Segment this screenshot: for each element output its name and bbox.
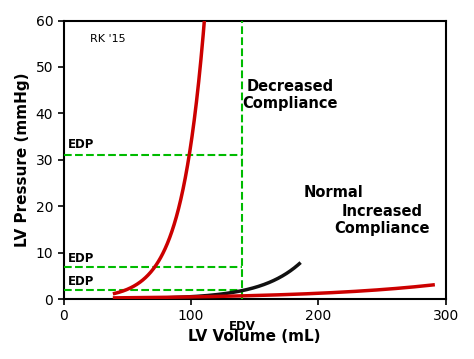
X-axis label: LV Volume (mL): LV Volume (mL) (189, 329, 321, 344)
Text: Decreased
Compliance: Decreased Compliance (243, 79, 338, 111)
Text: RK '15: RK '15 (91, 34, 126, 45)
Text: EDV: EDV (228, 320, 255, 333)
Text: EDP: EDP (67, 139, 94, 151)
Y-axis label: LV Pressure (mmHg): LV Pressure (mmHg) (15, 73, 30, 247)
Text: Normal: Normal (303, 185, 363, 200)
Text: EDP: EDP (67, 252, 94, 265)
Text: EDP: EDP (67, 275, 94, 288)
Text: Increased
Compliance: Increased Compliance (335, 204, 430, 236)
